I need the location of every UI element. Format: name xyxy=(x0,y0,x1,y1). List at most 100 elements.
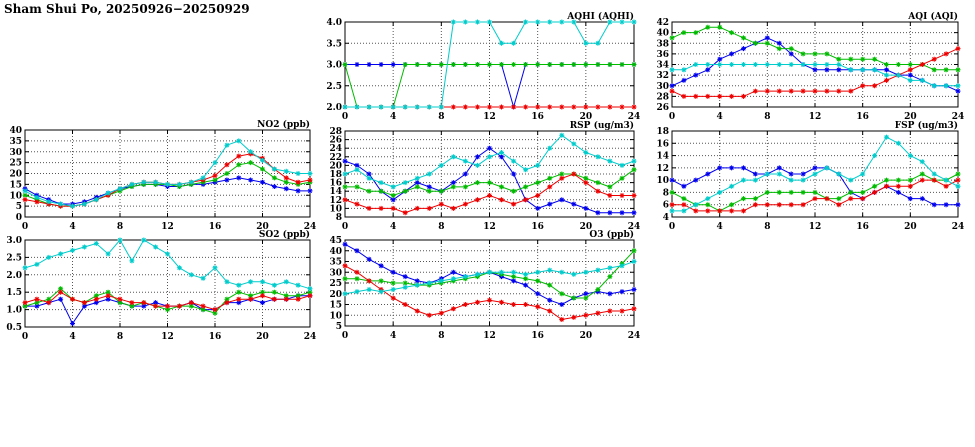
rsp-ytick-label: 20 xyxy=(329,161,342,171)
no2-xtick-label: 12 xyxy=(161,222,174,232)
aqi-markers-green xyxy=(669,24,961,73)
aqi-ytick-label: 34 xyxy=(656,61,669,71)
fsp-ytick-label: 10 xyxy=(656,176,669,186)
chart-o3: 5 10 15 20 25 30 35 40 45 0 4 8 12 16 20 24 O3 (ppb) xyxy=(320,227,641,344)
fsp-xtick-label: 12 xyxy=(809,222,822,232)
no2-ytick-label: 10 xyxy=(9,191,22,201)
aqhi-chart-title: AQHI (AQHI) xyxy=(566,11,634,22)
so2-markers-cyan xyxy=(22,237,313,292)
o3-ytick-label: 35 xyxy=(329,258,342,268)
so2-xtick-label: 16 xyxy=(209,332,222,342)
aqi-xtick-label: 8 xyxy=(764,112,770,122)
no2-ytick-label: 15 xyxy=(9,180,22,190)
no2-xtick-label: 16 xyxy=(209,222,222,232)
aqi-xtick-label: 24 xyxy=(952,112,965,122)
aqhi-ytick-label: 3.0 xyxy=(326,61,342,71)
chart-aqi: 26 28 30 32 34 36 38 40 42 0 4 8 12 16 20 24 AQI (AQI) xyxy=(647,9,965,125)
o3-xtick-label: 4 xyxy=(390,331,396,341)
no2-ytick-label: 40 xyxy=(9,126,22,136)
no2-ytick-label: 35 xyxy=(9,137,22,147)
o3-plot-border xyxy=(344,239,635,327)
aqhi-ytick-label: 3.5 xyxy=(326,39,342,49)
so2-ytick-label: 1.5 xyxy=(6,288,22,298)
fsp-ytick-label: 16 xyxy=(656,139,669,149)
so2-xtick-label: 12 xyxy=(161,332,174,342)
o3-markers-cyan xyxy=(342,259,637,297)
fsp-markers-cyan xyxy=(669,134,961,214)
so2-ytick-label: 3.0 xyxy=(6,236,22,246)
aqi-ytick-label: 32 xyxy=(656,71,669,81)
aqi-xtick-label: 20 xyxy=(904,112,917,122)
fsp-ytick-label: 8 xyxy=(663,188,669,198)
aqi-ytick-label: 30 xyxy=(656,82,669,92)
o3-xtick-label: 20 xyxy=(580,331,593,341)
rsp-xtick-label: 8 xyxy=(438,222,444,232)
fsp-ytick-label: 4 xyxy=(663,213,669,223)
no2-xtick-label: 0 xyxy=(22,222,28,232)
no2-ytick-label: 30 xyxy=(9,148,22,158)
chart-no2: 0 5 10 15 20 25 30 35 40 0 4 8 12 16 20 24 NO2 (ppb) xyxy=(0,117,317,235)
no2-xtick-label: 24 xyxy=(304,222,317,232)
o3-xtick-label: 12 xyxy=(483,331,496,341)
no2-chart-title: NO2 (ppb) xyxy=(257,119,310,130)
rsp-chart-title: RSP (ug/m3) xyxy=(570,120,634,131)
so2-xtick-label: 4 xyxy=(69,332,75,342)
fsp-xtick-label: 24 xyxy=(952,222,965,232)
o3-ytick-label: 30 xyxy=(329,268,342,278)
no2-ytick-label: 5 xyxy=(16,202,22,212)
rsp-xtick-label: 16 xyxy=(531,222,544,232)
so2-xtick-label: 24 xyxy=(304,332,317,342)
so2-chart-title: SO2 (ppb) xyxy=(259,229,310,240)
fsp-xtick-label: 4 xyxy=(717,222,723,232)
fsp-markers-red xyxy=(669,177,961,214)
aqi-plot-border xyxy=(671,21,959,108)
aqhi-xtick-label: 24 xyxy=(628,112,641,122)
aqi-xtick-label: 0 xyxy=(669,112,675,122)
aqhi-xtick-label: 8 xyxy=(438,112,444,122)
o3-ytick-label: 45 xyxy=(329,236,342,246)
so2-xtick-label: 20 xyxy=(256,332,269,342)
chart-aqhi: 2.0 2.5 3.0 3.5 4.0 0 4 8 12 16 20 24 AQHI (AQHI) xyxy=(320,9,641,125)
aqhi-xtick-label: 4 xyxy=(390,112,396,122)
no2-ytick-label: 20 xyxy=(9,170,22,180)
aqhi-ytick-label: 2.5 xyxy=(326,82,342,92)
rsp-xtick-label: 24 xyxy=(628,222,641,232)
fsp-xtick-label: 16 xyxy=(856,222,869,232)
fsp-ytick-label: 14 xyxy=(656,152,669,162)
rsp-ytick-label: 24 xyxy=(329,144,342,154)
o3-ytick-label: 25 xyxy=(329,279,342,289)
no2-ytick-label: 0 xyxy=(16,213,22,223)
rsp-xtick-label: 12 xyxy=(483,222,496,232)
rsp-xtick-label: 20 xyxy=(580,222,593,232)
aqhi-xtick-label: 20 xyxy=(580,112,593,122)
no2-line-red xyxy=(24,153,311,207)
rsp-xtick-label: 0 xyxy=(342,222,348,232)
no2-markers-red xyxy=(22,151,313,209)
aqi-ytick-label: 38 xyxy=(656,39,669,49)
aqhi-ytick-label: 4.0 xyxy=(326,18,342,28)
so2-xtick-label: 0 xyxy=(22,332,28,342)
aqhi-xtick-label: 12 xyxy=(483,112,496,122)
aqi-ytick-label: 40 xyxy=(656,29,669,39)
rsp-ytick-label: 16 xyxy=(329,179,342,189)
o3-ytick-label: 10 xyxy=(329,311,342,321)
rsp-ytick-label: 14 xyxy=(329,187,342,197)
o3-ytick-label: 5 xyxy=(336,322,342,332)
rsp-ytick-label: 22 xyxy=(329,153,342,163)
page-title: Sham Shui Po, 20250926−20250929 xyxy=(4,2,250,16)
aqhi-svg: 2.0 2.5 3.0 3.5 4.0 0 4 8 12 16 20 24 AQHI (AQHI) xyxy=(326,11,641,122)
o3-ytick-label: 15 xyxy=(329,301,342,311)
no2-markers-cyan xyxy=(22,138,313,209)
so2-ytick-label: 0.5 xyxy=(6,323,22,333)
rsp-ytick-label: 26 xyxy=(329,136,342,146)
rsp-ytick-label: 8 xyxy=(336,213,342,223)
rsp-ytick-label: 18 xyxy=(329,170,342,180)
fsp-ytick-label: 6 xyxy=(663,201,669,211)
so2-svg: 0.5 1.0 1.5 2.0 2.5 3.0 0 4 8 12 16 20 24 SO2 (ppb) xyxy=(6,229,317,342)
aqi-ytick-label: 36 xyxy=(656,50,669,60)
o3-markers-red xyxy=(342,263,637,322)
